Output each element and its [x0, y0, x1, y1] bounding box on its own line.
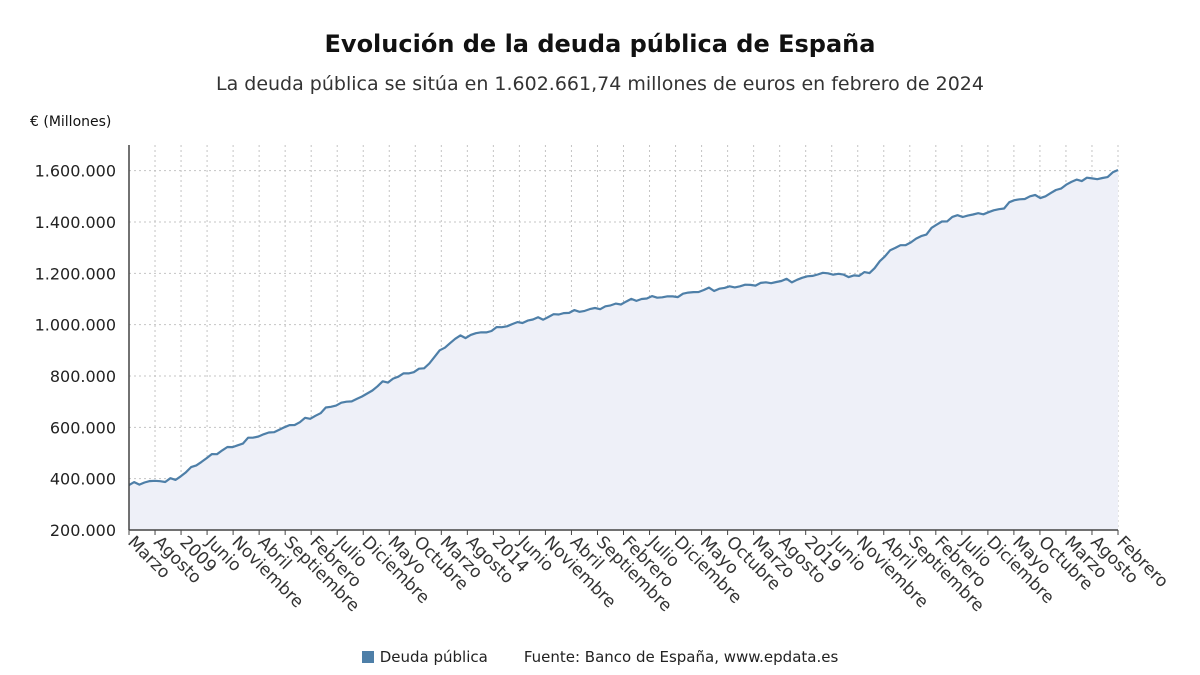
chart-footer: Deuda pública Fuente: Banco de España, ww… — [0, 648, 1200, 666]
legend-item-deuda-publica: Deuda pública — [361, 648, 488, 666]
y-tick-label: 800.000 — [50, 367, 116, 386]
y-tick-label: 1.600.000 — [35, 162, 116, 181]
area-fill — [129, 170, 1118, 530]
series-line-deuda-publica — [128, 168, 1119, 487]
y-tick-label: 400.000 — [50, 470, 116, 489]
legend-swatch-icon — [361, 651, 374, 663]
y-tick-label: 1.000.000 — [35, 316, 116, 335]
legend-label: Deuda pública — [379, 648, 488, 666]
chart-title: Evolución de la deuda pública de España — [324, 30, 876, 58]
source-text: Fuente: Banco de España, www.epdata.es — [523, 648, 839, 666]
y-tick-label: 1.200.000 — [35, 264, 116, 283]
y-tick-label: 200.000 — [50, 521, 116, 540]
chart-subtitle: La deuda pública se sitúa en 1.602.661,7… — [216, 73, 984, 95]
y-tick-label: 1.400.000 — [35, 213, 116, 232]
y-axis-unit-label: € (Millones) — [30, 114, 112, 130]
y-tick-label: 600.000 — [50, 418, 116, 437]
